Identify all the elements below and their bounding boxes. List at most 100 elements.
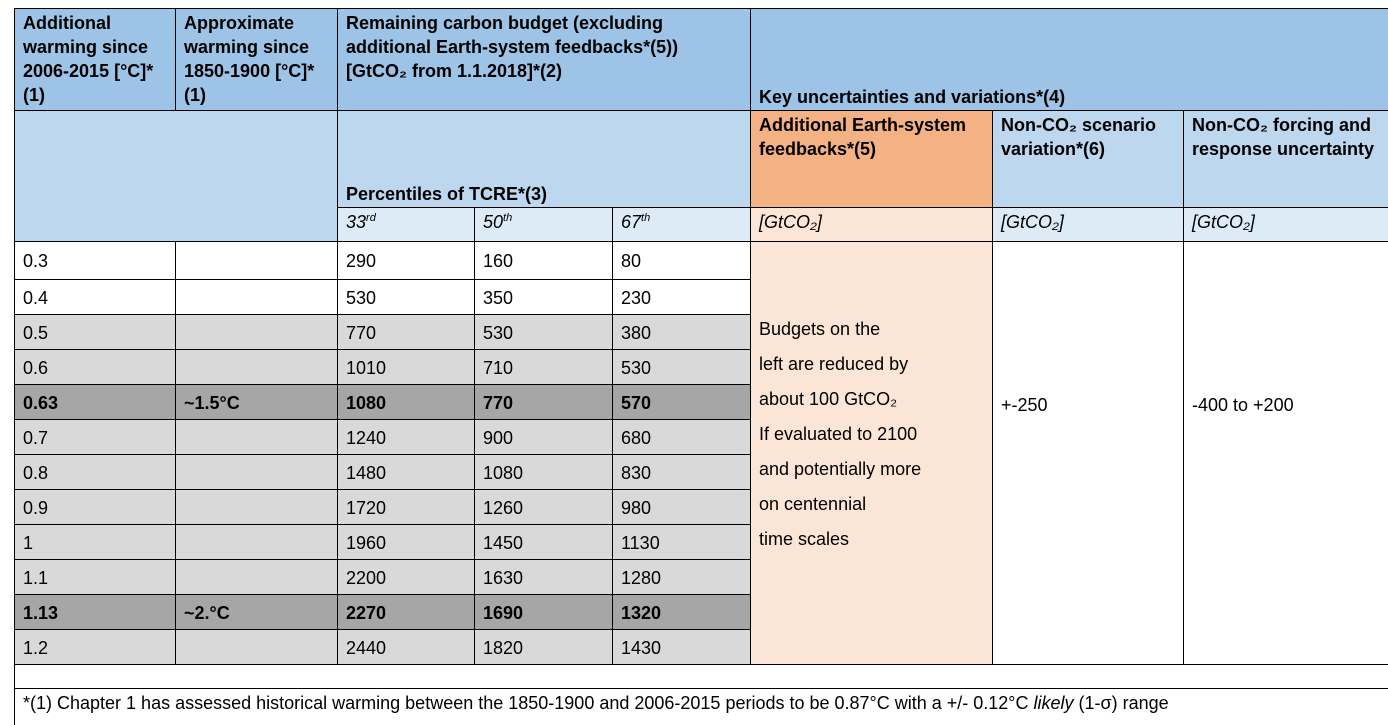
header-cell: Non-CO₂ forcing and response uncertainty bbox=[1183, 110, 1388, 208]
budget-cell: 1080 bbox=[337, 384, 475, 420]
budget-cell: 900 bbox=[474, 419, 613, 455]
budget-cell: 1260 bbox=[474, 489, 613, 525]
warming-cell: 0.7 bbox=[14, 419, 176, 455]
approx-cell bbox=[175, 629, 338, 665]
budget-cell-text: 1260 bbox=[483, 497, 524, 518]
budget-cell: 1960 bbox=[337, 524, 475, 560]
budget-cell: 770 bbox=[337, 314, 475, 350]
budget-cell: 980 bbox=[612, 489, 751, 525]
feedback-line: about 100 GtCO₂ bbox=[759, 389, 898, 409]
budget-cell: 1320 bbox=[612, 594, 751, 630]
warming-cell: 0.9 bbox=[14, 489, 176, 525]
footnote-before: *(1) Chapter 1 has assessed historical w… bbox=[23, 693, 1034, 713]
approx-cell-text: ~1.5°C bbox=[184, 392, 240, 413]
warming-cell: 0.3 bbox=[14, 241, 176, 280]
feedback-cell: Budgets on the left are reduced by about 1… bbox=[750, 241, 993, 665]
approx-cell bbox=[175, 241, 338, 280]
budget-cell-text: 80 bbox=[621, 251, 642, 271]
budget-cell: 530 bbox=[474, 314, 613, 350]
warming-cell-text: 0.3 bbox=[23, 251, 49, 271]
unit-cell: [GtCO₂] bbox=[992, 207, 1184, 242]
budget-cell: 1630 bbox=[474, 559, 613, 595]
header-cell: Remaining carbon budget (excluding addit… bbox=[337, 8, 751, 111]
warming-cell: 0.6 bbox=[14, 349, 176, 385]
budget-cell: 2270 bbox=[337, 594, 475, 630]
percentile-cell: 50th bbox=[474, 207, 613, 242]
header-cell: Non-CO₂ scenario variation*(6) bbox=[992, 110, 1184, 208]
budget-cell: 530 bbox=[337, 279, 475, 315]
budget-cell: 1010 bbox=[337, 349, 475, 385]
warming-cell: 0.4 bbox=[14, 279, 176, 315]
budget-cell-text: 230 bbox=[621, 287, 652, 308]
budget-cell: 160 bbox=[474, 241, 613, 280]
budget-cell: 1690 bbox=[474, 594, 613, 630]
scenario-cell-text: +-250 bbox=[1001, 395, 1048, 415]
header-cell-text: Non-CO₂ scenario variation*(6) bbox=[1001, 115, 1157, 159]
approx-cell bbox=[175, 489, 338, 525]
approx-cell bbox=[175, 524, 338, 560]
budget-cell-text: 1320 bbox=[621, 602, 662, 623]
budget-cell: 770 bbox=[474, 384, 613, 420]
percentile-suffix: th bbox=[503, 212, 513, 224]
percentile-number: 33 bbox=[346, 212, 367, 232]
budget-cell-text: 350 bbox=[483, 287, 514, 308]
budget-cell-text: 530 bbox=[621, 357, 652, 378]
budget-cell: 1480 bbox=[337, 454, 475, 490]
budget-cell: 830 bbox=[612, 454, 751, 490]
budget-cell-text: 770 bbox=[483, 392, 514, 413]
budget-cell-text: 770 bbox=[346, 322, 377, 343]
header-cell: Additional Earth-system feedbacks*(5) bbox=[750, 110, 993, 208]
forcing-cell: -400 to +200 bbox=[1183, 241, 1388, 665]
warming-cell-text: 0.63 bbox=[23, 392, 59, 413]
scenario-cell: +-250 bbox=[992, 241, 1184, 665]
warming-cell: 0.5 bbox=[14, 314, 176, 350]
warming-cell: 0.63 bbox=[14, 384, 176, 420]
budget-cell-text: 380 bbox=[621, 322, 652, 343]
budget-cell-text: 1720 bbox=[346, 497, 387, 518]
warming-cell-text: 0.9 bbox=[23, 497, 49, 518]
warming-cell-text: 1.2 bbox=[23, 637, 49, 658]
percentile-suffix: rd bbox=[366, 212, 376, 224]
approx-cell-text: ~2.°C bbox=[184, 602, 230, 623]
warming-cell-text: 0.5 bbox=[23, 322, 49, 343]
forcing-cell-text: -400 to +200 bbox=[1192, 395, 1294, 415]
budget-cell: 1430 bbox=[612, 629, 751, 665]
budget-cell-text: 680 bbox=[621, 427, 652, 448]
warming-cell: 1.2 bbox=[14, 629, 176, 665]
header-cell: Percentiles of TCRE*(3) bbox=[337, 110, 751, 208]
budget-cell-text: 1820 bbox=[483, 637, 524, 658]
blank-row bbox=[14, 664, 1388, 689]
warming-cell-text: 1 bbox=[23, 532, 34, 553]
budget-cell: 1130 bbox=[612, 524, 751, 560]
approx-cell bbox=[175, 314, 338, 350]
feedback-line: on centennial bbox=[759, 494, 867, 514]
warming-cell-text: 1.1 bbox=[23, 567, 49, 588]
feedback-line: If evaluated to 2100 bbox=[759, 424, 918, 444]
unit-cell-text: [GtCO₂] bbox=[1192, 212, 1255, 232]
header-cell-text: Additional warming since 2006-2015 [°C]*… bbox=[23, 13, 154, 105]
budget-cell: 710 bbox=[474, 349, 613, 385]
budget-cell: 290 bbox=[337, 241, 475, 280]
budget-cell-text: 1080 bbox=[483, 462, 524, 483]
unit-cell-text: [GtCO₂] bbox=[759, 212, 822, 232]
budget-cell-text: 1010 bbox=[346, 357, 387, 378]
header-cell: Approximate warming since 1850-1900 [°C]… bbox=[175, 8, 338, 111]
header-cell-text: Percentiles of TCRE*(3) bbox=[346, 184, 548, 204]
warming-cell: 1.1 bbox=[14, 559, 176, 595]
budget-cell: 2200 bbox=[337, 559, 475, 595]
budget-cell-text: 1130 bbox=[621, 532, 660, 553]
approx-cell bbox=[175, 349, 338, 385]
header-cell: Key uncertainties and variations*(4) bbox=[750, 8, 1388, 111]
approx-cell: ~1.5°C bbox=[175, 384, 338, 420]
budget-cell-text: 2270 bbox=[346, 602, 387, 623]
header-blank bbox=[14, 110, 338, 242]
budget-cell: 530 bbox=[612, 349, 751, 385]
feedback-line: left are reduced by bbox=[759, 354, 909, 374]
approx-cell bbox=[175, 419, 338, 455]
header-cell-text: Non-CO₂ forcing and response uncertainty bbox=[1192, 115, 1375, 159]
feedback-line: Budgets on the bbox=[759, 319, 881, 339]
budget-cell-text: 710 bbox=[483, 357, 514, 378]
budget-cell: 1450 bbox=[474, 524, 613, 560]
budget-cell: 680 bbox=[612, 419, 751, 455]
header-cell-text: Remaining carbon budget (excluding addit… bbox=[346, 13, 679, 81]
